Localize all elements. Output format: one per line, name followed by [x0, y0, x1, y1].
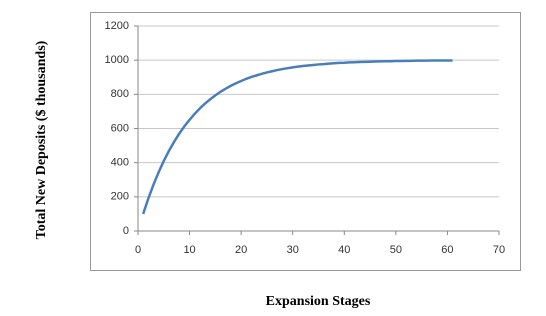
- x-axis-label: Expansion Stages: [266, 294, 371, 309]
- x-tick-label: 70: [493, 244, 505, 256]
- y-tick-label: 1000: [105, 54, 129, 66]
- y-tick-label: 0: [123, 225, 129, 237]
- x-tick-label: 10: [183, 244, 195, 256]
- data-line: [141, 59, 453, 215]
- y-tick-label: 600: [111, 122, 129, 134]
- y-tick-label: 1200: [105, 20, 129, 32]
- y-axis-label: Total New Deposits ($ thousands): [34, 40, 49, 239]
- x-tick-label: 30: [287, 244, 299, 256]
- y-tick-label: 800: [111, 88, 129, 100]
- x-tick-label: 50: [390, 244, 402, 256]
- chart-frame: [90, 12, 521, 271]
- y-tick-label: 400: [111, 157, 129, 169]
- y-tick-label: 200: [111, 191, 129, 203]
- x-tick-label: 0: [135, 244, 141, 256]
- x-tick-label: 40: [338, 244, 350, 256]
- x-tick-label: 20: [235, 244, 247, 256]
- x-tick-label: 60: [441, 244, 453, 256]
